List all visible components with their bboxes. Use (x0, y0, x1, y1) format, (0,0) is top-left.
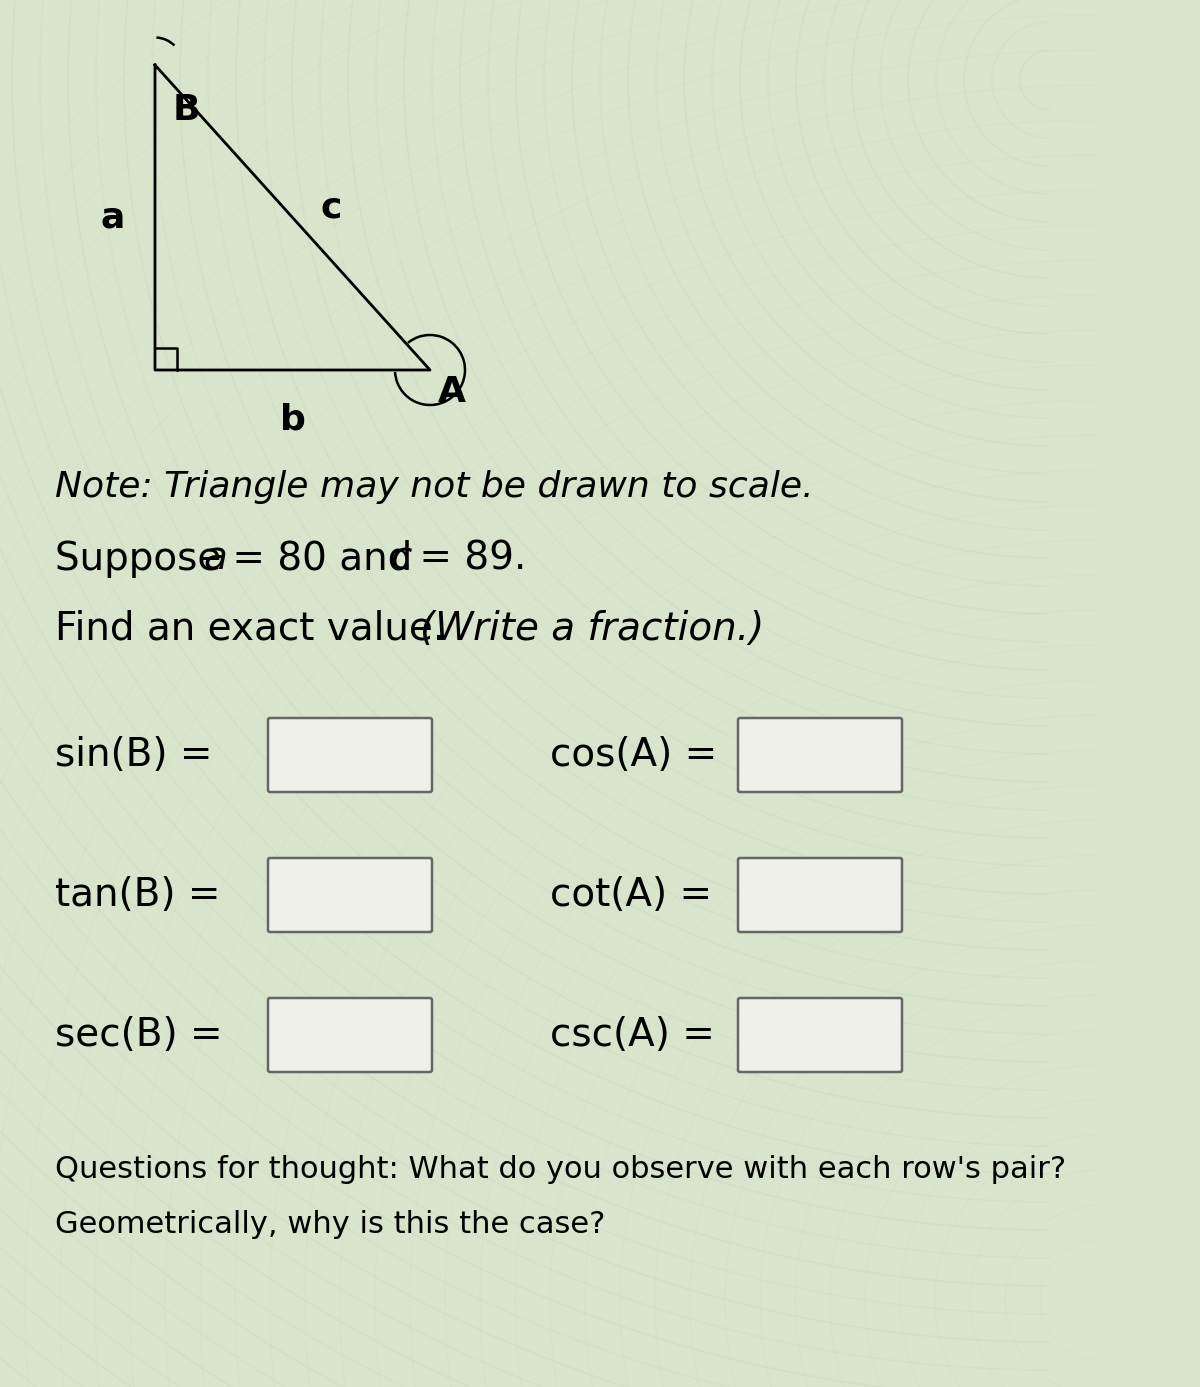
Text: Questions for thought: What do you observe with each row's pair?: Questions for thought: What do you obser… (55, 1155, 1066, 1184)
FancyBboxPatch shape (268, 718, 432, 792)
FancyBboxPatch shape (268, 859, 432, 932)
Text: Suppose: Suppose (55, 540, 234, 578)
Text: cos(A) =: cos(A) = (550, 736, 718, 774)
Text: a: a (203, 540, 227, 578)
Text: c: c (320, 190, 342, 225)
Text: = 80 and: = 80 and (220, 540, 425, 578)
Text: sin(B) =: sin(B) = (55, 736, 212, 774)
Text: A: A (438, 374, 466, 409)
Text: sec(B) =: sec(B) = (55, 1017, 223, 1054)
FancyBboxPatch shape (738, 859, 902, 932)
Text: cot(A) =: cot(A) = (550, 877, 712, 914)
Text: (Write a fraction.): (Write a fraction.) (420, 610, 764, 648)
FancyBboxPatch shape (268, 999, 432, 1072)
Text: B: B (173, 93, 200, 128)
FancyBboxPatch shape (738, 999, 902, 1072)
Text: tan(B) =: tan(B) = (55, 877, 221, 914)
Text: csc(A) =: csc(A) = (550, 1017, 715, 1054)
Text: Geometrically, why is this the case?: Geometrically, why is this the case? (55, 1209, 605, 1239)
Text: b: b (280, 402, 306, 436)
Text: Find an exact value.: Find an exact value. (55, 610, 457, 648)
FancyBboxPatch shape (738, 718, 902, 792)
Text: a: a (101, 201, 125, 234)
Text: c: c (390, 540, 412, 578)
Text: = 89.: = 89. (407, 540, 527, 578)
Text: Note: Triangle may not be drawn to scale.: Note: Triangle may not be drawn to scale… (55, 470, 814, 503)
